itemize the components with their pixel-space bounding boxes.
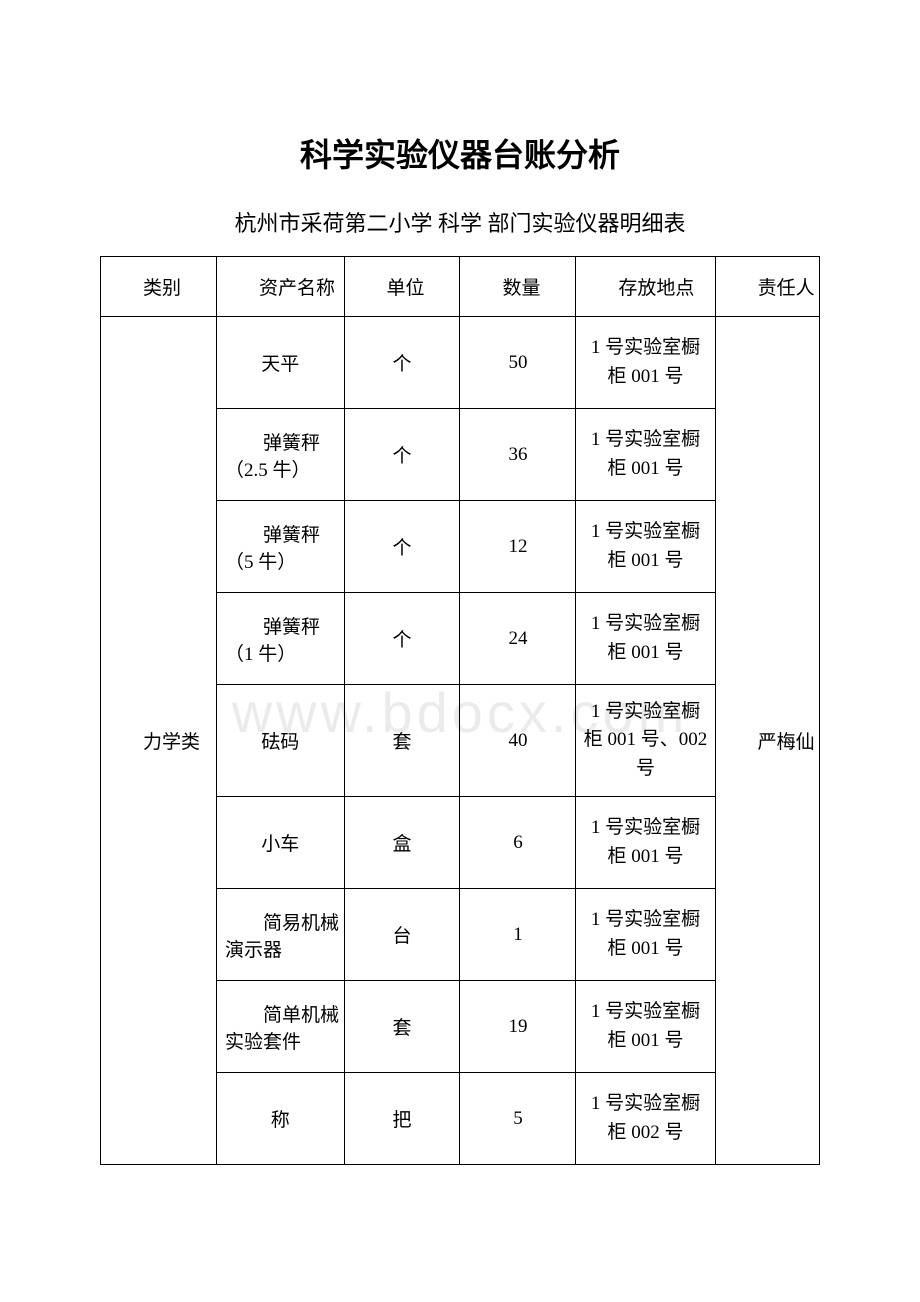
cell-name-text: 弹簧秤（5 牛） [225,525,320,573]
cell-unit: 套 [344,685,460,797]
cell-name-text: 简单机械实验套件 [225,1005,339,1053]
cell-qty: 5 [460,1073,576,1165]
equipment-table: 类别 资产名称 单位 数量 存放地点 责任人 力学类 天平 个 50 1 号实验… [100,256,820,1165]
cell-name: 简易机械演示器 [216,889,344,981]
cell-unit: 个 [344,409,460,501]
col-header-unit: 单位 [344,257,460,317]
col-header-name: 资产名称 [216,257,344,317]
cell-qty: 50 [460,317,576,409]
cell-name: 简单机械实验套件 [216,981,344,1073]
cell-name: 弹簧秤（2.5 牛） [216,409,344,501]
cell-qty: 1 [460,889,576,981]
cell-location: 1 号实验室橱柜 001 号 [576,889,715,981]
cell-location: 1 号实验室橱柜 001 号、002 号 [576,685,715,797]
cell-unit: 把 [344,1073,460,1165]
col-header-location: 存放地点 [576,257,715,317]
cell-name: 小车 [216,797,344,889]
cell-qty: 12 [460,501,576,593]
cell-location: 1 号实验室橱柜 001 号 [576,501,715,593]
table-header-row: 类别 资产名称 单位 数量 存放地点 责任人 [101,257,820,317]
col-header-responsible: 责任人 [715,257,819,317]
cell-unit: 盒 [344,797,460,889]
cell-qty: 40 [460,685,576,797]
cell-name-text: 弹簧秤（1 牛） [225,617,320,665]
cell-qty: 6 [460,797,576,889]
cell-unit: 个 [344,501,460,593]
cell-name-text: 简易机械演示器 [225,913,339,961]
cell-location: 1 号实验室橱柜 001 号 [576,593,715,685]
document-page: 科学实验仪器台账分析 杭州市采荷第二小学 科学 部门实验仪器明细表 类别 资产名… [0,0,920,1225]
cell-location: 1 号实验室橱柜 001 号 [576,409,715,501]
cell-category: 力学类 [101,317,217,1165]
cell-name: 弹簧秤（5 牛） [216,501,344,593]
page-subtitle: 杭州市采荷第二小学 科学 部门实验仪器明细表 [100,206,820,238]
cell-name: 砝码 [216,685,344,797]
cell-responsible: 严梅仙 [715,317,819,1165]
cell-location: 1 号实验室橱柜 001 号 [576,981,715,1073]
cell-qty: 24 [460,593,576,685]
cell-name: 弹簧秤（1 牛） [216,593,344,685]
table-row: 力学类 天平 个 50 1 号实验室橱柜 001 号 严梅仙 [101,317,820,409]
cell-unit: 台 [344,889,460,981]
cell-name: 天平 [216,317,344,409]
cell-location: 1 号实验室橱柜 001 号 [576,797,715,889]
cell-qty: 19 [460,981,576,1073]
col-header-category: 类别 [101,257,217,317]
cell-unit: 套 [344,981,460,1073]
cell-location: 1 号实验室橱柜 001 号 [576,317,715,409]
cell-name-text: 弹簧秤（2.5 牛） [225,433,320,481]
cell-location: 1 号实验室橱柜 002 号 [576,1073,715,1165]
page-title: 科学实验仪器台账分析 [100,130,820,176]
col-header-qty: 数量 [460,257,576,317]
cell-name: 称 [216,1073,344,1165]
cell-unit: 个 [344,317,460,409]
cell-qty: 36 [460,409,576,501]
cell-unit: 个 [344,593,460,685]
